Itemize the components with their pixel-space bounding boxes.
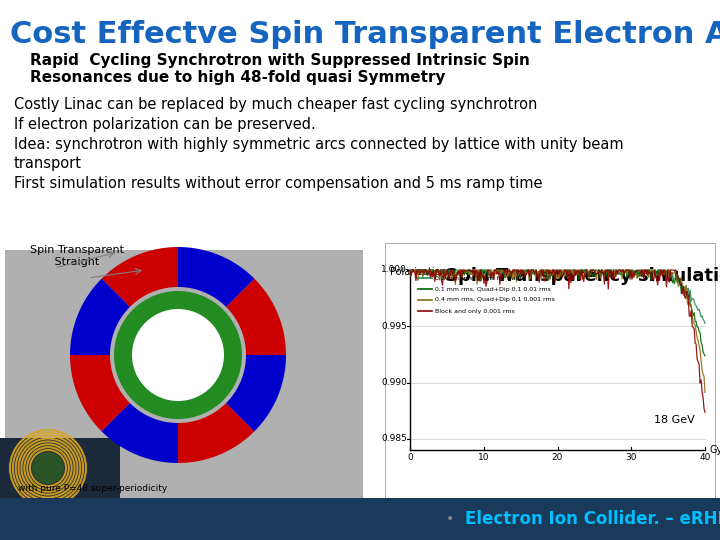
Text: 1.000: 1.000: [381, 266, 407, 274]
Polygon shape: [226, 279, 286, 355]
Text: Spin Transparent
       Straight: Spin Transparent Straight: [30, 245, 124, 267]
Text: 0.1 mm rms, 0 rms filt trains: 0.1 mm rms, 0 rms filt trains: [435, 275, 525, 280]
Text: with pure P=48 super-periodicity: with pure P=48 super-periodicity: [18, 484, 167, 493]
Circle shape: [32, 452, 64, 484]
Text: 0.1 mm rms, Quad+Dip 0.1 0.01 rms: 0.1 mm rms, Quad+Dip 0.1 0.01 rms: [435, 287, 551, 292]
Bar: [0, 438, 120, 498]
Polygon shape: [102, 403, 178, 463]
Text: 10: 10: [478, 453, 490, 462]
Polygon shape: [178, 403, 254, 463]
Polygon shape: [178, 247, 254, 307]
Text: 30: 30: [626, 453, 637, 462]
Text: 0.4 mm rms, Quad+Dip 0.1 0.001 rms: 0.4 mm rms, Quad+Dip 0.1 0.001 rms: [435, 298, 555, 302]
Text: 40: 40: [699, 453, 711, 462]
Bar: [0, 498, 720, 540]
Text: 0.995: 0.995: [381, 322, 407, 330]
Circle shape: [114, 291, 242, 419]
Bar: [385, 243, 715, 498]
Text: 0.990: 0.990: [381, 378, 407, 387]
Polygon shape: [226, 355, 286, 431]
Text: Rapid  Cycling Synchrotron with Suppressed Intrinsic Spin
Resonances due to high: Rapid Cycling Synchrotron with Suppresse…: [30, 53, 530, 85]
Polygon shape: [70, 279, 130, 355]
Polygon shape: [102, 247, 178, 307]
Text: 18 GeV: 18 GeV: [654, 415, 695, 425]
Text: Electron Ion Collider. – eRHIC: Electron Ion Collider. – eRHIC: [465, 510, 720, 528]
Text: 20: 20: [552, 453, 563, 462]
Circle shape: [132, 309, 224, 401]
Polygon shape: [70, 355, 130, 431]
Bar: [5, 250, 363, 498]
Text: 0.985: 0.985: [381, 434, 407, 443]
Text: Block and only 0.001 rms: Block and only 0.001 rms: [435, 308, 515, 314]
Text: Gy: Gy: [710, 445, 720, 455]
Text: Cost Effectve Spin Transparent Electron Accelerator: Cost Effectve Spin Transparent Electron …: [10, 20, 720, 49]
Text: Spin Transparency simulation: Spin Transparency simulation: [445, 267, 720, 285]
Text: Costly Linac can be replaced by much cheaper fast cycling synchrotron
If electro: Costly Linac can be replaced by much che…: [14, 97, 624, 191]
Text: Polarization: Polarization: [390, 267, 446, 277]
Text: •: •: [446, 512, 454, 526]
Text: 0: 0: [407, 453, 413, 462]
